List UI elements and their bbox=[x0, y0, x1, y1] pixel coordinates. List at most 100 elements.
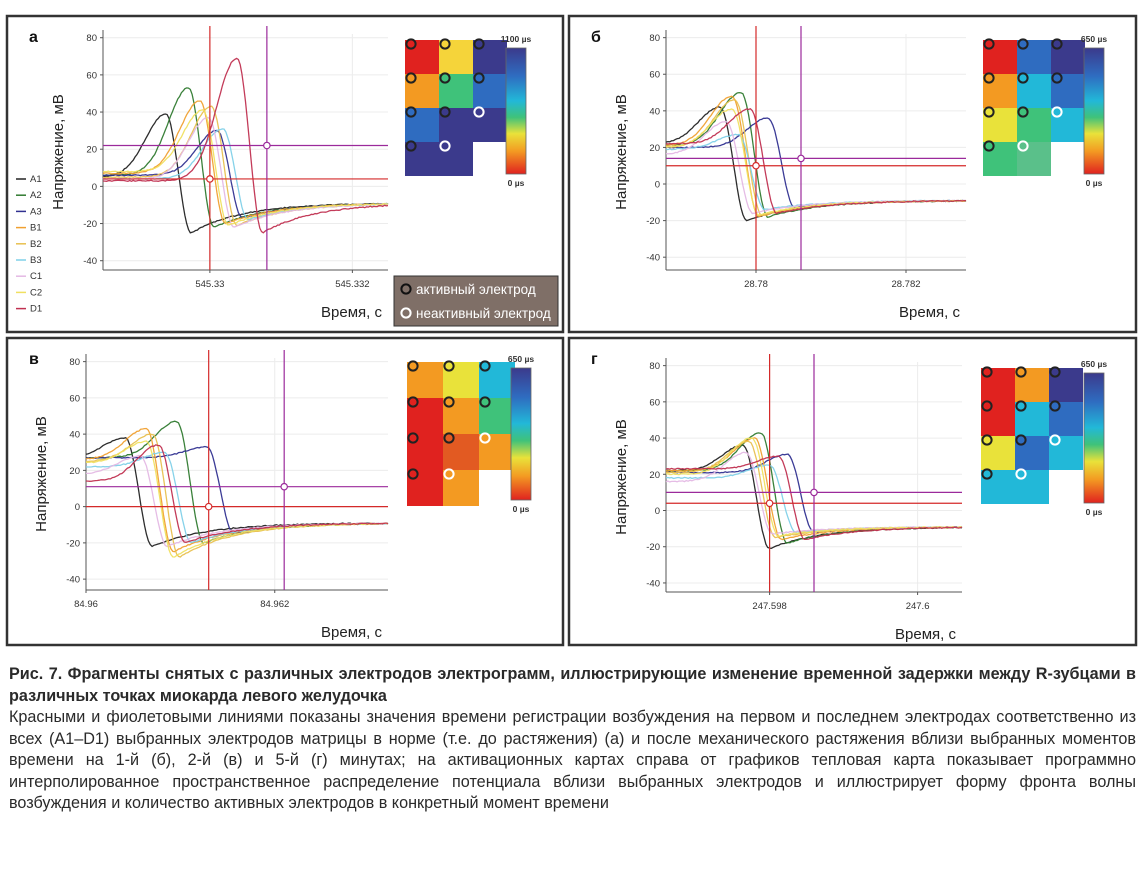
caption-title: Рис. 7. Фрагменты снятых с различных эле… bbox=[9, 665, 1136, 705]
legend-active-label: активный электрод bbox=[416, 282, 536, 297]
colorbar-bottom-label: 0 µs bbox=[508, 178, 525, 188]
heatmap-cell bbox=[439, 74, 473, 108]
legend-label-A3: A3 bbox=[30, 206, 42, 217]
active-electrode bbox=[1049, 400, 1061, 412]
y-tick-label: 40 bbox=[86, 108, 97, 119]
heatmap-cell bbox=[405, 40, 439, 74]
y-tick-label: 20 bbox=[649, 143, 660, 154]
purple-marker-point bbox=[263, 141, 271, 150]
active-electrode bbox=[405, 140, 417, 152]
active-electrode bbox=[1017, 38, 1029, 50]
y-tick-label: 20 bbox=[69, 466, 80, 477]
heatmap-cell bbox=[479, 362, 515, 398]
series-line-C1 bbox=[102, 116, 389, 228]
colorbar-bottom-label: 0 µs bbox=[513, 504, 530, 514]
x-tick-label: 247.6 bbox=[906, 601, 930, 612]
y-tick-label: -20 bbox=[646, 542, 660, 553]
red-marker-point bbox=[765, 499, 774, 508]
heatmap-cell bbox=[981, 436, 1015, 470]
heatmap-cell bbox=[1015, 402, 1049, 436]
heatmap-cell bbox=[981, 368, 1015, 402]
active-electrode bbox=[1049, 366, 1061, 378]
active-electrode bbox=[439, 72, 451, 84]
active-electrode bbox=[1017, 72, 1029, 84]
panel-label: в bbox=[29, 351, 39, 368]
active-electrode bbox=[405, 72, 417, 84]
active-electrode bbox=[981, 400, 993, 412]
colorbar-bottom-label: 0 µs bbox=[1086, 507, 1103, 517]
purple-marker-point bbox=[810, 488, 818, 497]
y-tick-label: -20 bbox=[66, 538, 80, 549]
heatmap-cell bbox=[439, 40, 473, 74]
red-marker-point bbox=[206, 175, 214, 183]
series-line-D1 bbox=[665, 108, 967, 215]
y-tick-label: 40 bbox=[649, 106, 660, 117]
y-tick-label: 60 bbox=[649, 70, 660, 81]
panel-label: б bbox=[591, 29, 601, 46]
activation-map bbox=[983, 38, 1085, 176]
heatmap-cell bbox=[983, 108, 1017, 142]
colorbar-top-label: 650 µs bbox=[1081, 359, 1107, 369]
heatmap-cell bbox=[1051, 74, 1085, 108]
heatmap-cell bbox=[443, 362, 479, 398]
series-line-D1 bbox=[85, 444, 389, 543]
active-electrode bbox=[983, 38, 995, 50]
active-electrode bbox=[981, 434, 993, 446]
y-axis-label: Напряжение, мВ bbox=[50, 94, 67, 210]
legend-label-B2: B2 bbox=[30, 239, 42, 250]
heatmap-cell bbox=[981, 470, 1015, 504]
active-electrode bbox=[405, 38, 417, 50]
electrode-legend-box bbox=[393, 275, 559, 327]
figure: -40 -20 0 20 40 60 80 545.33 545.332 Напряжение, … bbox=[5, 14, 1138, 647]
heatmap-cell bbox=[405, 108, 439, 142]
x-tick-label: 84.962 bbox=[260, 599, 289, 610]
active-electrode bbox=[439, 106, 451, 118]
x-tick-label: 247.598 bbox=[752, 601, 786, 612]
purple-marker-point bbox=[280, 482, 288, 491]
active-electrode bbox=[1017, 106, 1029, 118]
heatmap-cell bbox=[1017, 74, 1051, 108]
heatmap-cell bbox=[443, 398, 479, 434]
colorbar-top-label: 650 µs bbox=[508, 354, 534, 364]
inactive-electrode bbox=[1015, 468, 1027, 480]
panel-1: -40 -20 0 20 40 60 80 28.78 28.782 Напряжение, мВ… bbox=[567, 14, 1138, 334]
inactive-electrode bbox=[439, 140, 451, 152]
inactive-electrode bbox=[1051, 106, 1063, 118]
heatmap-cell bbox=[407, 470, 443, 506]
heatmap-cell bbox=[983, 142, 1017, 176]
red-marker-point bbox=[752, 161, 760, 170]
legend-label-D1: D1 bbox=[30, 304, 42, 315]
y-tick-label: 80 bbox=[69, 357, 80, 368]
inactive-electrode bbox=[473, 106, 485, 118]
x-axis-label: Время, с bbox=[321, 304, 382, 321]
inactive-electrode bbox=[443, 468, 455, 480]
x-tick-label: 28.782 bbox=[891, 279, 920, 290]
heatmap-cell bbox=[407, 362, 443, 398]
y-tick-label: 60 bbox=[86, 70, 97, 81]
colorbar bbox=[505, 47, 527, 175]
heatmap-cell bbox=[479, 434, 515, 470]
heatmap-cell bbox=[1051, 108, 1085, 142]
active-electrode bbox=[407, 360, 419, 372]
activation-map bbox=[405, 38, 507, 176]
y-tick-label: 0 bbox=[655, 506, 660, 517]
active-electrode-icon bbox=[400, 283, 412, 295]
legend-label-C2: C2 bbox=[30, 287, 42, 298]
heatmap-cell bbox=[439, 142, 473, 176]
active-electrode bbox=[473, 38, 485, 50]
active-electrode bbox=[1051, 38, 1063, 50]
y-tick-label: -20 bbox=[646, 216, 660, 227]
inactive-electrode-icon bbox=[400, 307, 412, 319]
heatmap-cell bbox=[983, 40, 1017, 74]
colorbar bbox=[510, 367, 532, 501]
active-electrode bbox=[407, 396, 419, 408]
heatmap-cell bbox=[1015, 368, 1049, 402]
activation-map bbox=[407, 360, 515, 506]
active-electrode bbox=[1051, 72, 1063, 84]
y-tick-label: 20 bbox=[649, 470, 660, 481]
inactive-electrode bbox=[1049, 434, 1061, 446]
heatmap-cell bbox=[1049, 368, 1083, 402]
active-electrode bbox=[443, 396, 455, 408]
colorbar-top-label: 1100 µs bbox=[501, 34, 532, 44]
heatmap-cell bbox=[443, 434, 479, 470]
